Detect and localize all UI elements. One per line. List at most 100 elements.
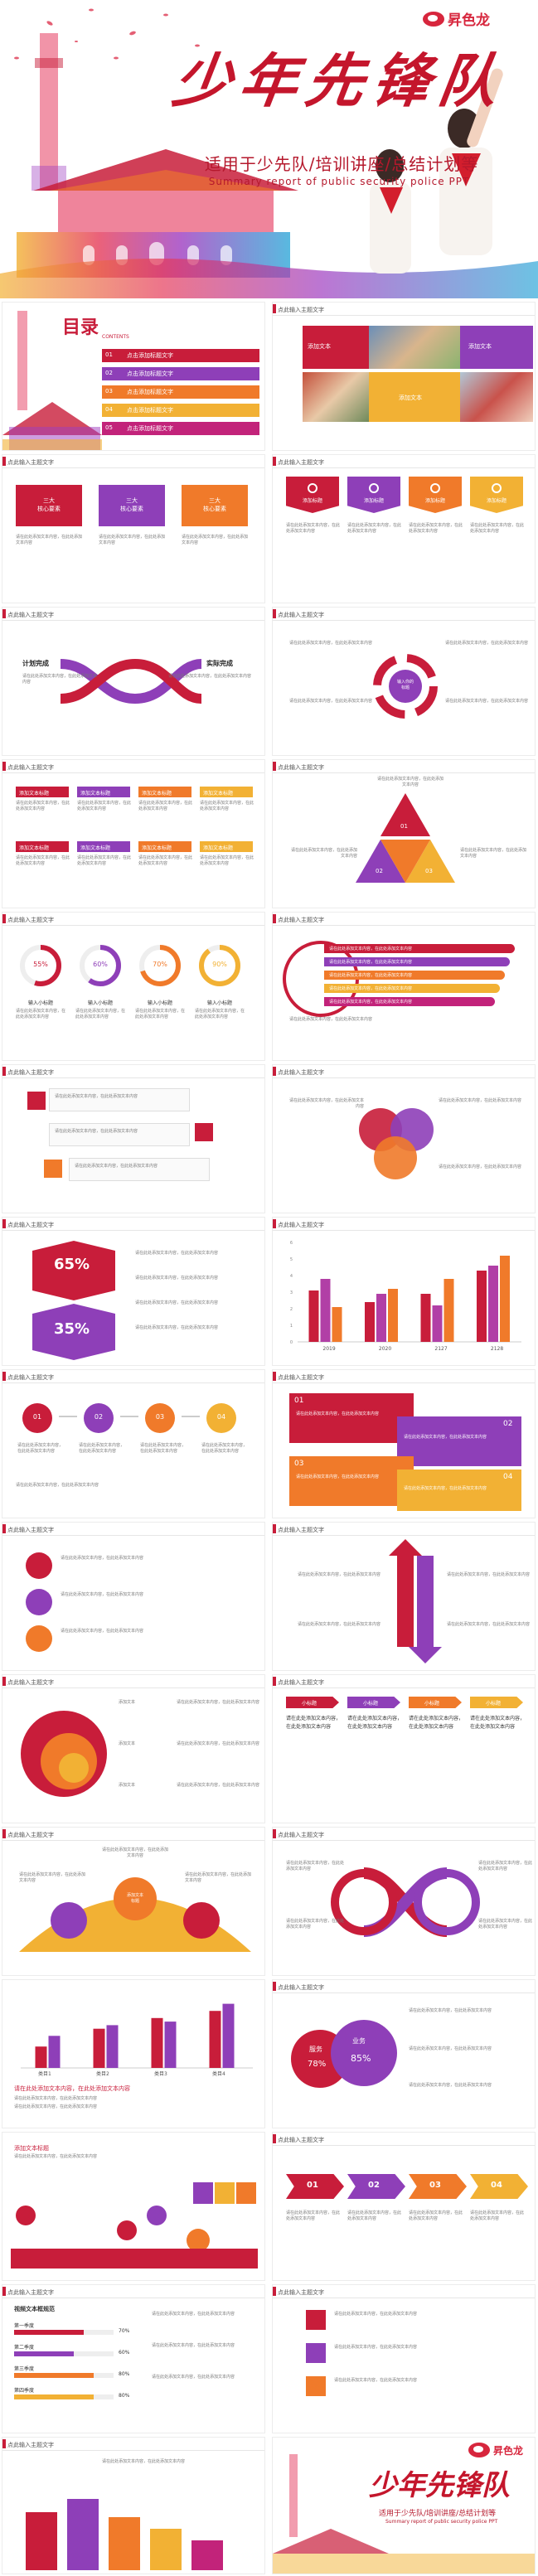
plan-left-label: 计划完成: [22, 660, 49, 667]
hbar-label: 第四季度: [14, 2388, 35, 2394]
brand-logo: 昇色龙: [423, 8, 490, 29]
icon-tab[interactable]: 添加标题: [409, 477, 462, 513]
slide-venn[interactable]: 点此输入主题文字 请在此处添加文本内容，在此处添加文本内容 请在此处添加文本内容…: [272, 1064, 536, 1213]
grid-tag[interactable]: 添加文本标题: [200, 841, 253, 852]
grid-tag[interactable]: 添加文本标题: [200, 787, 253, 797]
caption-block: 添加文本: [369, 372, 460, 422]
small-tab-label: 小标题: [485, 1701, 501, 1707]
y-tick-label: 3: [290, 1290, 293, 1295]
chevron-text: 请在此处添加文本内容，在此处添加文本内容: [347, 2210, 402, 2221]
toc-item[interactable]: 05 点击添加标题文字: [102, 422, 259, 435]
slide-triple-cards[interactable]: 点此输入主题文字 三大 核心要素 请在此处添加文本内容，在此处添加文本内容 三大 核…: [2, 454, 265, 603]
slide-plan-vs-actual[interactable]: 点此输入主题文字 计划完成 实际完成 请在此处添加文本内容，在此处添加文本内容 …: [2, 607, 265, 756]
grid-tag-text: 请在此处添加文本内容，在此处添加文本内容: [16, 801, 70, 811]
slide-header: 点此输入主题文字: [278, 1374, 324, 1381]
slide-toc[interactable]: 目录 CONTENTS 01 点击添加标题文字 02 点击添加标题文字 03 点击添加标题…: [2, 302, 265, 451]
icon-tab-label: 添加标题: [363, 498, 384, 504]
small-tab-label: 小标题: [424, 1701, 439, 1707]
slide-header: 点此输入主题文字: [7, 1832, 54, 1838]
slide-tag-list[interactable]: 点此输入主题文字 请在此处添加文本内容，在此处添加文本内容 请在此处添加文本内容…: [272, 2284, 536, 2433]
bar: [164, 2022, 177, 2068]
slide-hbar[interactable]: 点此输入主题文字 视频文本框规范 第一季度 70% 第二季度 60% 第三季度 80% 第四…: [2, 2284, 265, 2433]
icon-tab-text: 请在此处添加文本内容，在此处添加文本内容: [286, 523, 341, 534]
small-tab[interactable]: 小标题: [470, 1697, 523, 1708]
slide-photo-grid[interactable]: 点此输入主题文字 添加文本 添加文本 添加文本: [272, 302, 536, 451]
slide-nested-circles[interactable]: 点此输入主题文字 添加文本 添加文本 添加文本 请在此处添加文本内容，在此处添加…: [2, 1674, 265, 1823]
step-circle: 03: [145, 1403, 175, 1433]
slide-header: 点此输入主题文字: [7, 764, 54, 771]
ribbon-text: 请在此处添加文本内容，在此处添加文本内容: [329, 947, 413, 951]
slide-chevron-steps[interactable]: 点此输入主题文字 01 请在此处添加文本内容，在此处添加文本内容 02 请在此处添加文…: [272, 2132, 536, 2281]
bar: [308, 1290, 319, 1342]
toc-item[interactable]: 02 点击添加标题文字: [102, 367, 259, 380]
icon-tab[interactable]: 添加标题: [470, 477, 523, 513]
toc-item-label: 点击添加标题文字: [127, 389, 173, 395]
donut-label: 输入小标题: [27, 1000, 53, 1006]
slide-end[interactable]: 昇色龙 少年先锋队 适用于少先队/培训讲座/总结计划等 Summary repo…: [272, 2437, 536, 2574]
skyline-art: [11, 2182, 258, 2269]
slide-bar-chart-2[interactable]: 类目1 类目2 类目3 类目4 请在此处添加文本内容，在此处添加文本内容 请在此处添加…: [2, 1979, 265, 2128]
slide-header: 点此输入主题文字: [7, 1374, 54, 1381]
toc-item-number: 04: [105, 406, 113, 413]
toc-item[interactable]: 03 点击添加标题文字: [102, 385, 259, 399]
donut-value: 90%: [212, 961, 227, 968]
y-tick-label: 5: [290, 1257, 293, 1262]
grid-tag-text: 请在此处添加文本内容，在此处添加文本内容: [138, 801, 193, 811]
slide-mountain[interactable]: 点此输入主题文字 添加文本 标题 请在此处添加文本内容，在此处添加文本内容 请在…: [2, 1827, 265, 1976]
slide-icon-tabs[interactable]: 点此输入主题文字 添加标题 请在此处添加文本内容，在此处添加文本内容 添加标题 请在此…: [272, 454, 536, 603]
toc-item-label: 点击添加标题文字: [127, 352, 173, 359]
grid-tag[interactable]: 添加文本标题: [16, 787, 69, 797]
slide-number-cards[interactable]: 点此输入主题文字 01 请在此处添加文本内容，在此处添加文本内容 02 请在此处添加…: [272, 1369, 536, 1518]
core-card-text: 请在此处添加文本内容，在此处添加文本内容: [182, 535, 249, 545]
small-tab[interactable]: 小标题: [286, 1697, 339, 1708]
small-tab[interactable]: 小标题: [347, 1697, 400, 1708]
slide-ribbon-list[interactable]: 点此输入主题文字 请在此处添加文本内容，在此处添加文本内容 请在此处添加文本内容，…: [272, 912, 536, 1061]
bar: [222, 2003, 235, 2068]
slide-triangle[interactable]: 点此输入主题文字 01 02 03 请在此处添加文本内容，在此处添加文本内容 请…: [272, 759, 536, 908]
icon-tab[interactable]: 添加标题: [286, 477, 339, 513]
icon-tab[interactable]: 添加标题: [347, 477, 400, 513]
step-number: 01: [32, 1413, 42, 1421]
toc-item[interactable]: 01 点击添加标题文字: [102, 349, 259, 362]
slide-double-arrows[interactable]: 点此输入主题文字 请在此处添加文本内容，在此处添加文本内容 请在此处添加文本内容…: [272, 1522, 536, 1671]
slide-steps[interactable]: 点此输入主题文字 01 请在此处添加文本内容，在此处添加文本内容 02 请在此处添加文…: [2, 1369, 265, 1518]
tab-icon: [308, 483, 317, 493]
slide-small-tabs[interactable]: 点此输入主题文字 小标题 请在此处添加文本内容，在此处添加文本内容 小标题 请在此处添…: [272, 1674, 536, 1823]
toc-item-number: 02: [105, 370, 113, 376]
slide-left-bubbles[interactable]: 点此输入主题文字 请在此处添加文本内容，在此处添加文本内容 请在此处添加文本内容…: [2, 1522, 265, 1671]
small-tab[interactable]: 小标题: [409, 1697, 462, 1708]
toc-item[interactable]: 04 点击添加标题文字: [102, 404, 259, 417]
hbar-label: 第二季度: [14, 2345, 35, 2351]
grid-tag[interactable]: 添加文本标题: [138, 841, 191, 852]
slide-tag-grid[interactable]: 点此输入主题文字 添加文本标题 请在此处添加文本内容，在此处添加文本内容 添加文本标…: [2, 759, 265, 908]
ribbon-text: 请在此处添加文本内容，在此处添加文本内容: [329, 960, 413, 965]
slide-header: 点此输入主题文字: [278, 1832, 324, 1838]
donut-label: 输入小标题: [87, 1000, 113, 1006]
grid-tag[interactable]: 添加文本标题: [16, 841, 69, 852]
x-tick-label: 2019: [322, 1346, 335, 1352]
step-connector: [182, 1416, 200, 1417]
bar: [320, 1279, 331, 1342]
grid-tag[interactable]: 添加文本标题: [77, 787, 130, 797]
slide-percent[interactable]: 点此输入主题文字 65% 35% 请在此处添加文本内容，在此处添加文本内容 请在…: [2, 1217, 265, 1366]
bar: [477, 1271, 487, 1342]
x-tick-label: 类目3: [154, 2070, 167, 2077]
triangle-diagram: [356, 793, 455, 883]
slide-city-skyline[interactable]: 添加文本标题 请在此处添加文本内容，在此处添加文本内容: [2, 2132, 265, 2281]
bar: [48, 2036, 61, 2068]
circle-center-label: 输入你的 标题: [396, 680, 414, 690]
icon-tab-text: 请在此处添加文本内容，在此处添加文本内容: [409, 523, 463, 534]
grid-tag[interactable]: 添加文本标题: [138, 787, 191, 797]
y-tick-label: 2: [290, 1307, 293, 1312]
end-title: 少年先锋队: [369, 2469, 510, 2502]
slide-column-cards[interactable]: 点此输入主题文字 请在此处添加文本内容，在此处添加文本内容: [2, 2437, 265, 2574]
slide-cross-loops[interactable]: 点此输入主题文字 请在此处添加文本内容，在此处添加文本内容 请在此处添加文本内容…: [272, 1827, 536, 1976]
slide-bubble-percent[interactable]: 点此输入主题文字 服务 78% 业务 85% 请在此处添加文本内容，在此处添加文本内…: [272, 1979, 536, 2128]
slide-header: 点此输入主题文字: [278, 1679, 324, 1686]
slide-donuts[interactable]: 点此输入主题文字 55% 输入小标题 请在此处添加文本内容，在此处添加文本内容 60%…: [2, 912, 265, 1061]
slide-header: 点此输入主题文字: [278, 307, 324, 313]
slide-circle-quadrants[interactable]: 点此输入主题文字 输入你的 标题 请在此处添加文本内容，在此处添加文本内容 请在…: [272, 607, 536, 756]
slide-arrow-notes[interactable]: 点此输入主题文字 请在此处添加文本内容，在此处添加文本内容 请在此处添加文本内容…: [2, 1064, 265, 1213]
slide-bar-chart[interactable]: 点此输入主题文字 0 1 2 3 4 5 6 2019 2020 2127 2128: [272, 1217, 536, 1366]
grid-tag[interactable]: 添加文本标题: [77, 841, 130, 852]
